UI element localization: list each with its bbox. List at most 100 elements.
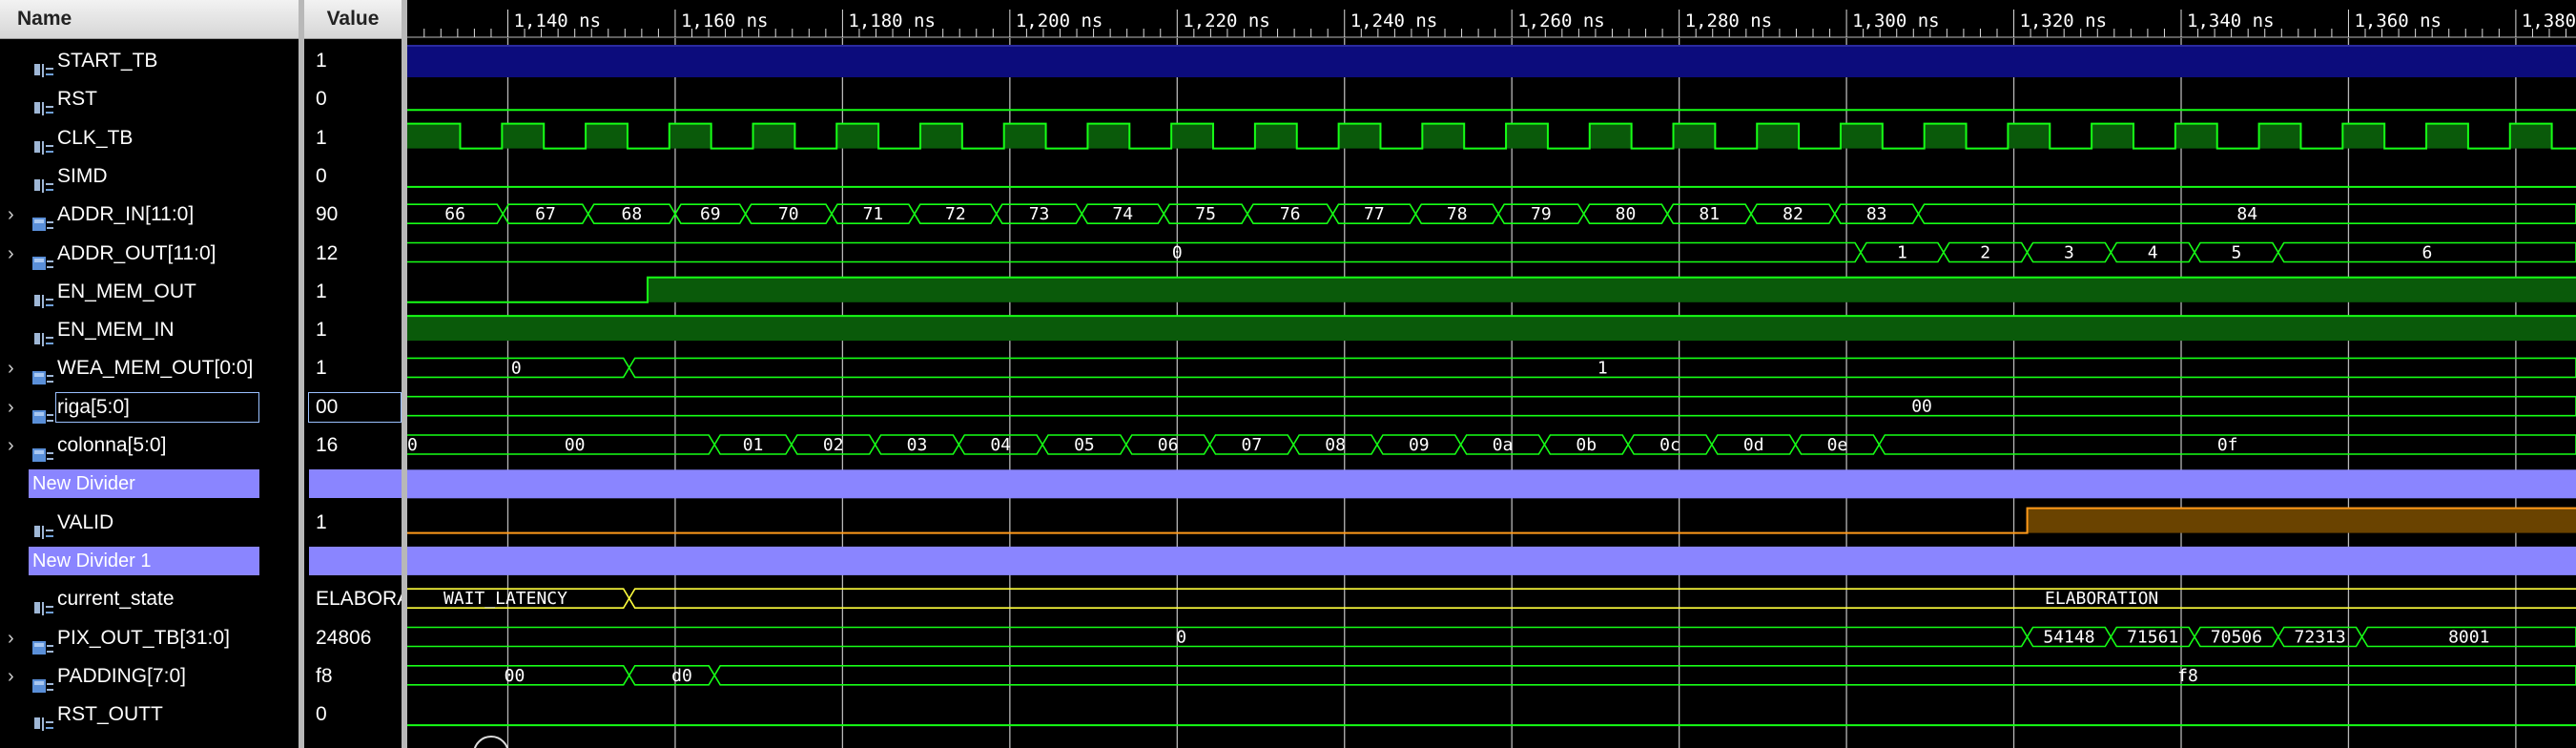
colonna-value: 07 bbox=[1242, 435, 1263, 455]
colonna-value: 0e bbox=[1827, 435, 1848, 455]
colonna-value: 06 bbox=[1158, 435, 1179, 455]
value-row-rst[interactable]: 0 bbox=[304, 80, 402, 118]
bit-signal-icon bbox=[31, 92, 54, 116]
clk-tb-fill bbox=[1087, 123, 1130, 149]
waveform-area[interactable]: 1,140 ns 1,160 ns 1,180 ns 1,200 ns 1,220 ns… bbox=[407, 0, 2576, 748]
clk-tb-fill bbox=[502, 123, 545, 149]
colonna-value: 0c bbox=[1659, 435, 1680, 455]
expand-chevron-icon[interactable]: › bbox=[8, 204, 14, 226]
bit-signal-icon bbox=[31, 592, 54, 616]
signal-name-label: START_TB bbox=[57, 50, 158, 72]
value-column-header[interactable]: Value bbox=[304, 0, 402, 39]
value-row-start-tb[interactable]: 1 bbox=[304, 42, 402, 80]
signal-row-start-tb[interactable]: START_TB bbox=[0, 42, 299, 80]
signal-row-simd[interactable]: SIMD bbox=[0, 157, 299, 196]
divider-label[interactable]: New Divider bbox=[29, 469, 259, 499]
signal-value: 1 bbox=[316, 126, 327, 149]
signal-name-label: PADDING[7:0] bbox=[57, 664, 186, 687]
start-tb-band bbox=[407, 45, 2576, 77]
panel-splitter[interactable] bbox=[299, 0, 304, 748]
value-row-riga[interactable]: 00 bbox=[304, 388, 402, 426]
en-mem-in-fill bbox=[407, 316, 2576, 342]
bus-signal-icon bbox=[31, 246, 54, 270]
addr-in-value: 79 bbox=[1531, 204, 1552, 224]
colonna-value: 02 bbox=[823, 435, 844, 455]
signal-value: f8 bbox=[316, 664, 333, 687]
signal-value: 1 bbox=[316, 319, 327, 342]
value-row-clk-tb[interactable]: 1 bbox=[304, 119, 402, 157]
addr-out-value: 5 bbox=[2231, 243, 2241, 263]
signal-row-addr-in[interactable]: › ADDR_IN[11:0] bbox=[0, 196, 299, 234]
value-row-colonna[interactable]: 16 bbox=[304, 426, 402, 465]
wea-mem-out-segment bbox=[628, 357, 2576, 379]
signal-row-addr-out[interactable]: › ADDR_OUT[11:0] bbox=[0, 235, 299, 273]
clk-tb-fill bbox=[1840, 123, 1883, 149]
bit-signal-icon bbox=[31, 707, 54, 732]
value-row-valid[interactable]: 1 bbox=[304, 504, 402, 542]
value-row-padding[interactable]: f8 bbox=[304, 657, 402, 696]
expand-chevron-icon[interactable]: › bbox=[8, 396, 14, 418]
addr-out-segment bbox=[2277, 241, 2576, 263]
signal-name-label: EN_MEM_IN bbox=[57, 319, 175, 342]
expand-chevron-icon[interactable]: › bbox=[8, 358, 14, 380]
signal-value: 1 bbox=[316, 357, 327, 380]
name-column-header[interactable]: Name bbox=[0, 0, 299, 39]
value-row-addr-out[interactable]: 12 bbox=[304, 235, 402, 273]
addr-in-value: 66 bbox=[444, 204, 465, 224]
riga-value: 00 bbox=[1911, 397, 1932, 417]
value-row-en-mem-in[interactable]: 1 bbox=[304, 311, 402, 349]
addr-in-value: 77 bbox=[1364, 204, 1385, 224]
divider-label[interactable]: New Divider 1 bbox=[29, 546, 259, 575]
colonna-value: 05 bbox=[1074, 435, 1095, 455]
pix-out-value: 71561 bbox=[2127, 628, 2178, 648]
panel-splitter[interactable] bbox=[402, 0, 407, 748]
signal-name-label: EN_MEM_OUT bbox=[57, 280, 196, 302]
time-label: 1,220 ns bbox=[1183, 10, 1270, 31]
signal-row-valid[interactable]: VALID bbox=[0, 504, 299, 542]
signal-name-label: VALID bbox=[57, 510, 114, 533]
value-row-new-divider[interactable] bbox=[304, 465, 402, 503]
addr-out-value: 3 bbox=[2064, 243, 2074, 263]
pix-out-value: 54148 bbox=[2043, 628, 2094, 648]
value-row-current-state[interactable]: ELABORATION bbox=[304, 580, 402, 618]
divider-row[interactable]: New Divider bbox=[0, 465, 299, 503]
value-row-rst-outt[interactable]: 0 bbox=[304, 696, 402, 734]
signal-row-en-mem-out[interactable]: EN_MEM_OUT bbox=[0, 273, 299, 311]
pix-out-segment bbox=[2360, 626, 2576, 648]
signal-row-pix-out-tb[interactable]: › PIX_OUT_TB[31:0] bbox=[0, 619, 299, 657]
signal-row-en-mem-in[interactable]: EN_MEM_IN bbox=[0, 311, 299, 349]
expand-chevron-icon[interactable]: › bbox=[8, 665, 14, 687]
clk-tb-fill bbox=[669, 123, 711, 149]
time-label: 1,360 ns bbox=[2354, 10, 2442, 31]
divider-row[interactable]: New Divider 1 bbox=[0, 542, 299, 580]
padding-value: 00 bbox=[505, 666, 526, 686]
time-label: 1,380 bbox=[2522, 10, 2576, 31]
pix-out-value: 70506 bbox=[2211, 628, 2262, 648]
signal-row-colonna[interactable]: › colonna[5:0] bbox=[0, 426, 299, 465]
expand-chevron-icon[interactable]: › bbox=[8, 435, 14, 456]
expand-chevron-icon[interactable]: › bbox=[8, 627, 14, 649]
signal-row-rst[interactable]: RST bbox=[0, 80, 299, 118]
signal-row-clk-tb[interactable]: CLK_TB bbox=[0, 119, 299, 157]
signal-row-padding[interactable]: › PADDING[7:0] bbox=[0, 657, 299, 696]
value-row-en-mem-out[interactable]: 1 bbox=[304, 273, 402, 311]
signal-name-label: current_state bbox=[57, 588, 175, 611]
value-row-pix-out-tb[interactable]: 24806 bbox=[304, 619, 402, 657]
clk-tb-fill bbox=[1757, 123, 1800, 149]
padding-segment bbox=[713, 665, 2576, 686]
clk-tb-fill bbox=[1506, 123, 1548, 149]
signal-row-wea-mem-out[interactable]: › WEA_MEM_OUT[0:0] bbox=[0, 349, 299, 387]
colonna-segment bbox=[1878, 434, 2576, 455]
expand-chevron-icon[interactable]: › bbox=[8, 242, 14, 264]
time-label: 1,180 ns bbox=[848, 10, 936, 31]
value-row-wea-mem-out[interactable]: 1 bbox=[304, 349, 402, 387]
signal-value: 00 bbox=[316, 395, 339, 418]
clk-tb-fill bbox=[1338, 123, 1381, 149]
value-row-addr-in[interactable]: 90 bbox=[304, 196, 402, 234]
value-row-simd[interactable]: 0 bbox=[304, 157, 402, 196]
value-row-new-divider-1[interactable] bbox=[304, 542, 402, 580]
signal-row-current-state[interactable]: current_state bbox=[0, 580, 299, 618]
signal-row-rst-outt[interactable]: RST_OUTT bbox=[0, 696, 299, 734]
signal-row-riga[interactable]: › riga[5:0] bbox=[0, 388, 299, 426]
clk-tb-fill bbox=[2092, 123, 2133, 149]
